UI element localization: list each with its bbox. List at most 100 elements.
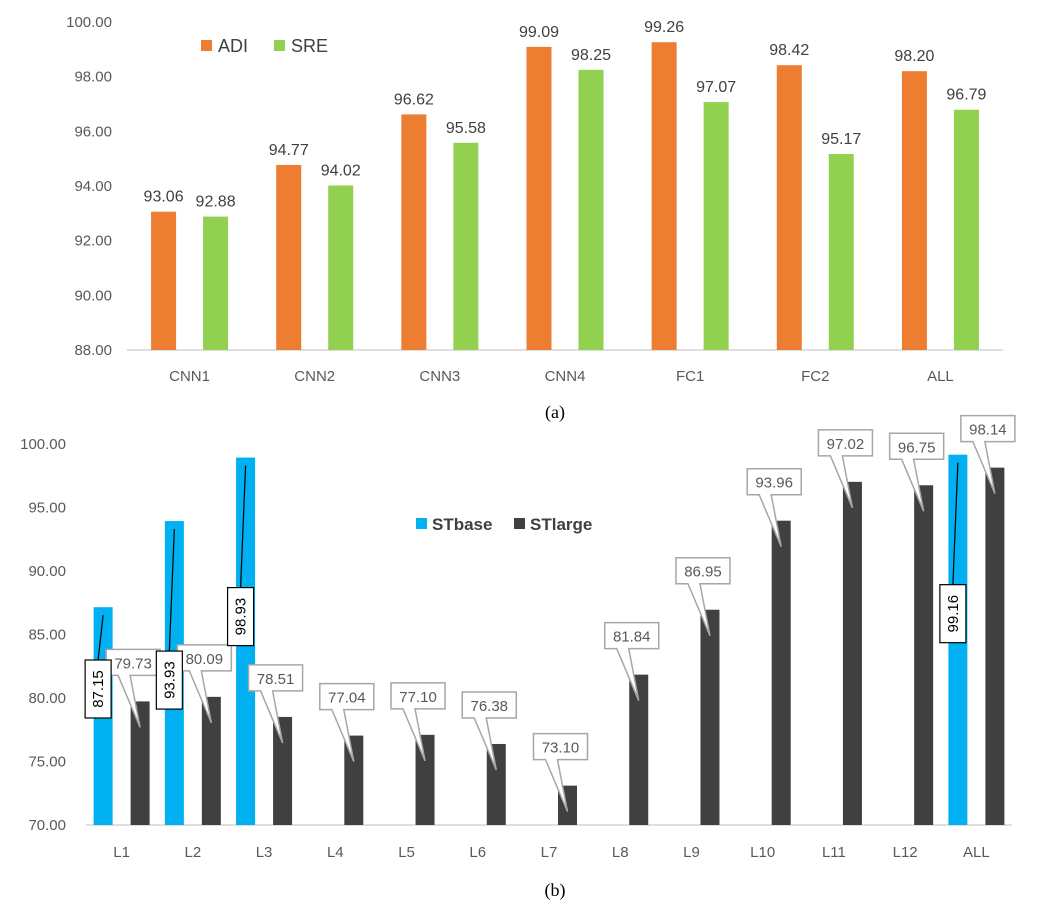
data-label: 92.88 xyxy=(196,194,236,211)
bar-sre xyxy=(578,69,604,350)
data-label: 97.07 xyxy=(696,79,736,96)
y-tick-label: 98.00 xyxy=(74,69,112,86)
callout-stlarge: 96.75 xyxy=(888,432,945,512)
data-label: 98.14 xyxy=(969,422,1007,439)
bar-stlarge xyxy=(415,734,435,825)
callout-box xyxy=(746,467,802,548)
callout-box xyxy=(888,432,945,512)
callout-leader xyxy=(952,462,959,585)
x-tick-label: L4 xyxy=(327,844,344,861)
callout-box xyxy=(84,659,112,719)
x-tick-label: ALL xyxy=(927,368,954,385)
callout-leader xyxy=(168,529,175,652)
callout-box xyxy=(532,732,589,812)
callout-box xyxy=(939,584,967,644)
callout-box xyxy=(461,691,518,771)
y-tick-label: 96.00 xyxy=(74,123,112,140)
callout-stlarge: 76.38 xyxy=(461,691,518,771)
bar-stlarge xyxy=(914,485,934,825)
bar-adi xyxy=(276,164,302,350)
x-tick-label: L9 xyxy=(683,844,700,861)
data-label: 99.16 xyxy=(945,595,962,633)
x-tick-label: CNN4 xyxy=(545,368,586,385)
bar-stlarge xyxy=(201,696,221,825)
x-tick-label: L6 xyxy=(469,844,486,861)
callout-box xyxy=(603,621,660,701)
y-tick-label: 90.00 xyxy=(74,287,112,304)
callout-stlarge: 86.95 xyxy=(675,556,731,637)
x-tick-label: CNN3 xyxy=(419,368,460,385)
bar-adi xyxy=(401,114,427,351)
callout-stbase: 87.15 xyxy=(84,615,112,719)
legend-label-stlarge: STlarge xyxy=(530,515,592,534)
data-label: 95.58 xyxy=(446,120,486,137)
y-tick-label: 100.00 xyxy=(66,14,112,31)
bar-sre xyxy=(828,154,854,350)
bar-adi xyxy=(151,211,177,350)
data-label: 80.09 xyxy=(186,651,224,668)
bar-adi xyxy=(651,42,677,351)
data-label: 98.25 xyxy=(571,47,611,64)
data-label: 97.02 xyxy=(827,436,865,453)
data-label: 77.04 xyxy=(328,690,366,707)
callout-box xyxy=(319,682,375,762)
data-label: 96.62 xyxy=(394,91,434,108)
bar-sre xyxy=(703,102,729,350)
callout-stlarge: 77.10 xyxy=(390,682,446,762)
data-label: 86.95 xyxy=(684,564,722,581)
y-tick-label: 70.00 xyxy=(28,817,66,834)
data-label: 94.77 xyxy=(269,142,309,159)
bar-sre xyxy=(453,142,479,350)
figure-caption-b: (b) xyxy=(545,880,566,901)
y-tick-label: 75.00 xyxy=(28,754,66,771)
data-label: 93.06 xyxy=(144,189,184,206)
bar-stlarge xyxy=(130,701,150,825)
y-tick-label: 90.00 xyxy=(28,563,66,580)
bar-adi xyxy=(526,46,552,351)
data-label: 96.79 xyxy=(946,87,986,104)
bar-sre xyxy=(953,109,979,351)
x-tick-label: L2 xyxy=(185,844,202,861)
x-tick-label: CNN2 xyxy=(294,368,335,385)
legend-label-adi: ADI xyxy=(218,36,248,56)
bar-stlarge xyxy=(700,609,720,825)
chart-a: 88.00 90.00 92.00 94.00 96.00 98.00 100.00 93.0… xyxy=(66,14,1003,423)
callout-box xyxy=(155,650,183,710)
callout-stbase: 98.93 xyxy=(226,465,255,647)
callout-stlarge: 93.96 xyxy=(746,467,802,548)
y-tick-label: 94.00 xyxy=(74,178,112,195)
bar-sre xyxy=(328,185,354,350)
callout-stbase: 93.93 xyxy=(155,529,183,710)
callout-box xyxy=(817,429,874,509)
data-label: 96.75 xyxy=(898,439,936,456)
bar-stlarge xyxy=(842,481,862,825)
x-tick-label: L3 xyxy=(256,844,273,861)
data-label: 73.10 xyxy=(542,740,580,757)
callout-stlarge: 77.04 xyxy=(319,682,375,762)
data-label: 98.42 xyxy=(769,42,809,59)
x-tick-label: CNN1 xyxy=(169,368,210,385)
data-label: 99.26 xyxy=(644,19,684,36)
callout-stlarge: 78.51 xyxy=(247,664,304,744)
x-tick-label: L10 xyxy=(750,844,775,861)
legend-swatch-sre xyxy=(274,40,285,51)
callout-box xyxy=(247,664,304,744)
x-tick-label: FC1 xyxy=(676,368,704,385)
bar-adi xyxy=(776,65,802,350)
data-label: 95.17 xyxy=(821,131,861,148)
legend-swatch-stlarge xyxy=(514,518,525,529)
callout-stlarge: 97.02 xyxy=(817,429,874,509)
callout-stlarge: 98.14 xyxy=(960,414,1016,494)
callout-stlarge: 81.84 xyxy=(603,621,660,701)
data-label: 81.84 xyxy=(613,629,651,646)
legend-swatch-stbase xyxy=(416,518,427,529)
x-tick-label: L1 xyxy=(113,844,130,861)
x-tick-label: FC2 xyxy=(801,368,829,385)
figure-caption-a: (a) xyxy=(545,402,565,423)
callout-box xyxy=(675,556,731,637)
bar-adi xyxy=(901,71,927,350)
callout-stlarge: 73.10 xyxy=(532,732,589,812)
y-tick-label: 100.00 xyxy=(20,436,66,453)
x-tick-label: L11 xyxy=(822,844,846,861)
